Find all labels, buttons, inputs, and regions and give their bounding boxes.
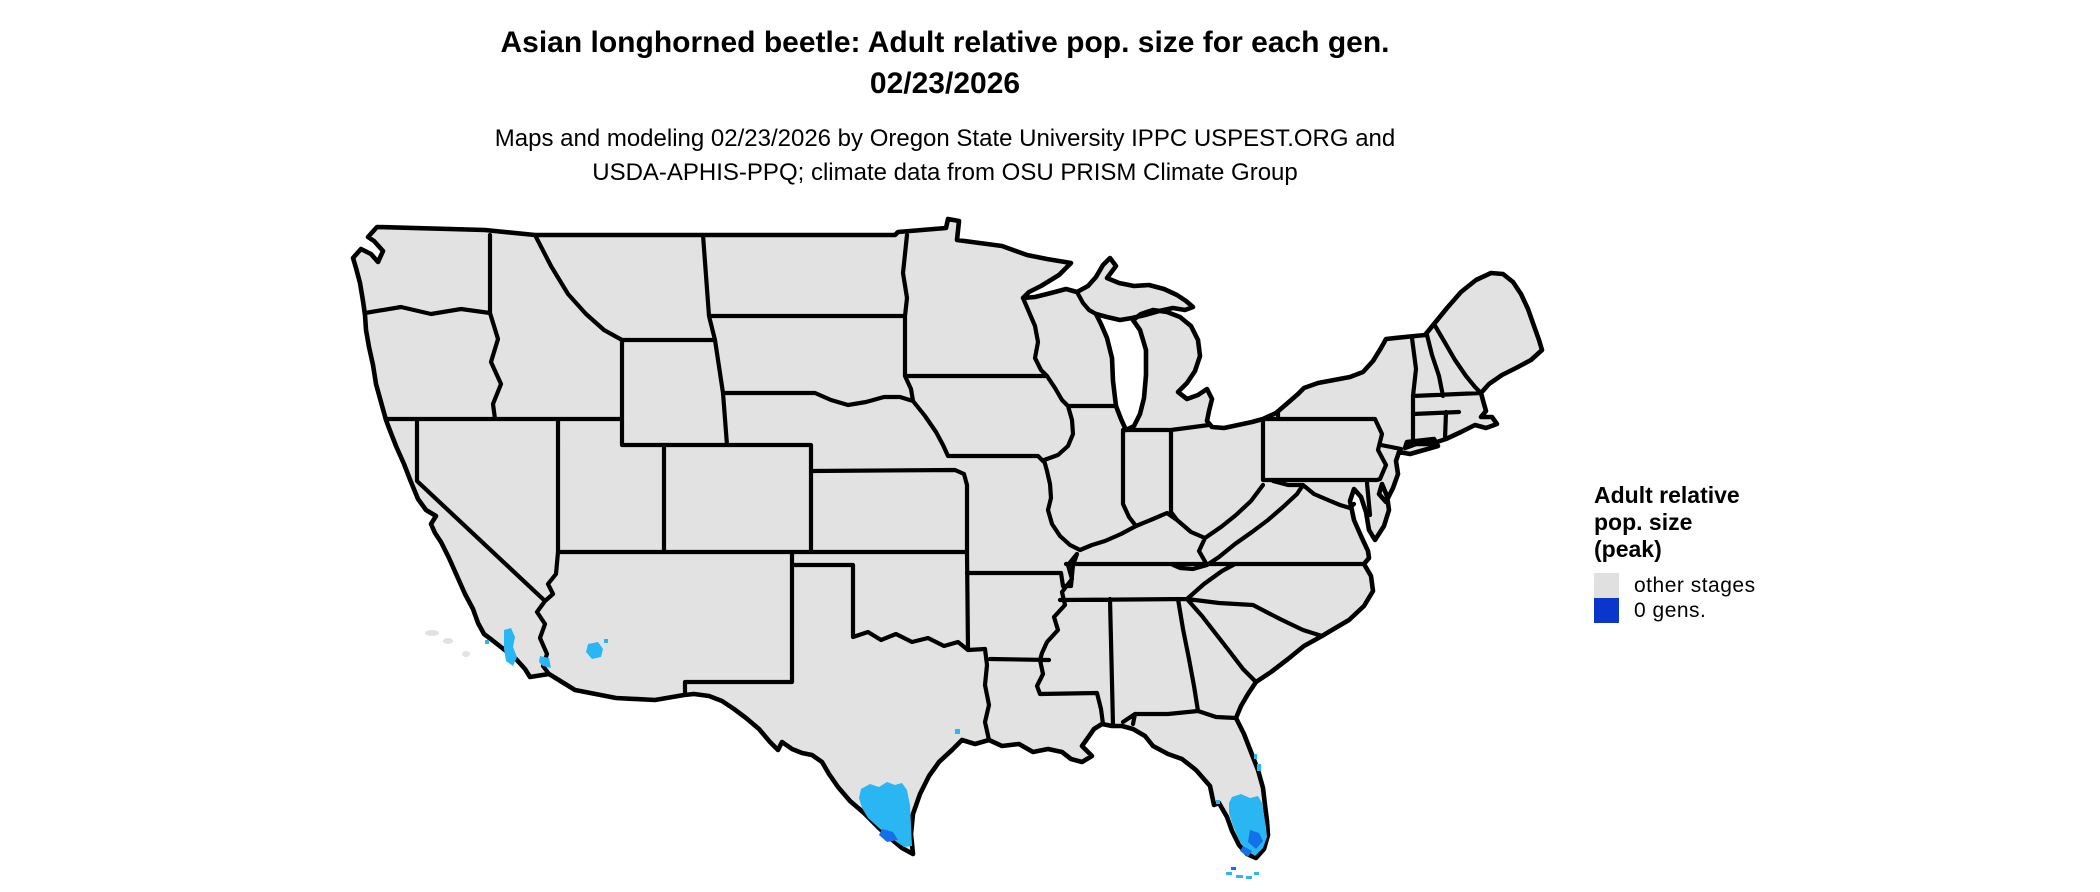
title-line-1: Asian longhorned beetle: Adult relative … [500,26,1390,59]
map-legend: Adult relative pop. size (peak) other st… [1594,482,1894,623]
highlight-popsize-dark [879,829,1263,870]
subtitle-line-2: USDA-APHIS-PPQ; climate data from OSU PR… [592,159,1298,186]
legend-row-other-stages: other stages [1594,573,1894,598]
national-outline [350,216,1545,861]
page-subtitle: Maps and modeling 02/23/2026 by Oregon S… [0,122,1890,190]
legend-label-other-stages: other stages [1634,573,1756,597]
legend-row-0-gens: 0 gens. [1594,598,1894,623]
legend-swatch-0-gens [1594,598,1619,623]
legend-swatch-other-stages [1594,573,1619,598]
state-borders [362,232,1484,743]
title-line-2: 02/23/2026 [869,67,1021,100]
legend-label-0-gens: 0 gens. [1634,598,1707,622]
us-states-map [350,216,1545,879]
legend-title: Adult relative pop. size (peak) [1594,482,1740,562]
subtitle-line-1: Maps and modeling 02/23/2026 by Oregon S… [494,125,1396,152]
legend-items: other stages 0 gens. [1594,573,1894,623]
channel-islands [425,630,470,657]
page-title: Asian longhorned beetle: Adult relative … [0,22,1890,104]
